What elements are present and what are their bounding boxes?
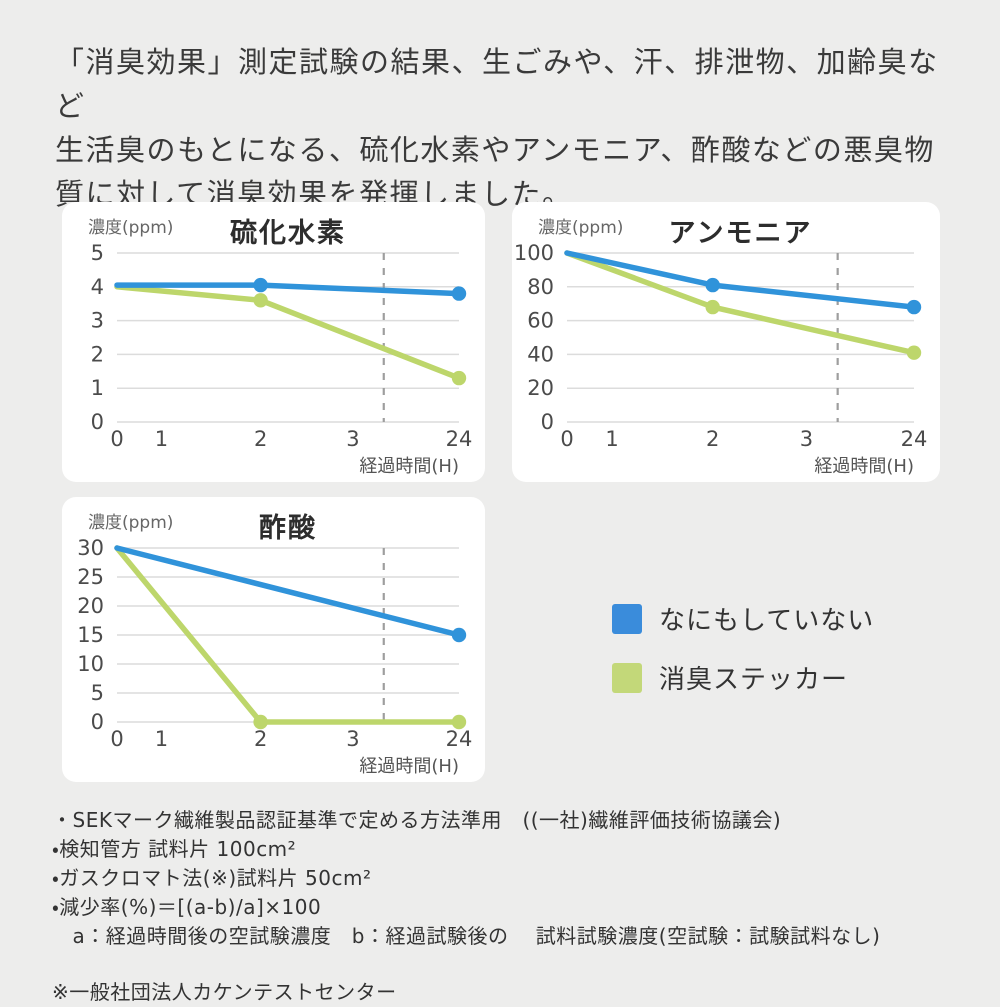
y-tick-label: 0 xyxy=(91,410,104,434)
series-line xyxy=(564,250,917,310)
x-tick-label: 24 xyxy=(446,727,473,751)
chart-title: 酢酸 xyxy=(259,512,317,544)
x-tick-label: 24 xyxy=(901,427,928,451)
data-point-dot xyxy=(253,293,268,308)
data-point-dot xyxy=(906,345,922,360)
legend-label-deodorant-sticker: 消臭ステッカー xyxy=(659,665,849,695)
intro-line: 生活臭のもとになる、硫化水素やアンモニア、酢酸などの悪臭物 xyxy=(55,133,935,167)
legend-swatch-blue-icon xyxy=(612,603,642,634)
legend-item-untreated: なにもしていない xyxy=(612,600,932,637)
y-tick-label: 20 xyxy=(77,594,104,618)
intro-text: 「消臭効果」測定試験の結果、生ごみや、汗、排泄物、加齢臭など 生活臭のもとになる… xyxy=(55,40,960,216)
y-tick-label: 0 xyxy=(91,710,104,734)
series-line xyxy=(114,545,462,638)
chart-hydrogen-sulfide: 濃度(ppm) 硫化水素 0 1 2 3 4 5 0 1 2 3 24 経過時間(H) xyxy=(62,202,485,482)
y-axis-unit-label: 濃度(ppm) xyxy=(88,218,173,238)
x-axis-label: 経過時間(H) xyxy=(359,756,459,777)
y-tick-label: 100 xyxy=(514,241,554,265)
data-point-dot xyxy=(705,277,720,293)
y-tick-label: 20 xyxy=(527,376,554,400)
footnote-line: ・減少率(%)＝[(a-b)/a]×100 xyxy=(52,895,322,919)
data-point-dot xyxy=(451,714,467,730)
x-tick-label: 2 xyxy=(254,727,267,751)
legend-item-deodorant-sticker: 消臭ステッカー xyxy=(612,659,932,696)
x-tick-label: 0 xyxy=(110,427,123,451)
data-point-dot xyxy=(451,627,467,643)
footnote-line: a：経過時間後の空試験濃度 b：経過試験後の 試料試験濃度(空試験：試験試料なし… xyxy=(52,924,881,948)
y-tick-label: 0 xyxy=(541,410,554,434)
chart-card-acetic-acid: 濃度(ppm) 酢酸 0 5 10 15 20 25 30 0 1 2 3 24 経過時間(H) xyxy=(62,497,485,782)
x-tick-label: 2 xyxy=(254,427,267,451)
footnote-line: ・SEKマーク繊維製品認証基準で定める方法準用 ((一社)繊維評価技術協議会) xyxy=(52,808,782,832)
line-chart-svg: 濃度(ppm) アンモニア 0 20 40 60 80 100 0 1 2 3 24 経過時間(H) xyxy=(514,218,928,477)
y-tick-label: 3 xyxy=(91,309,104,333)
chart-card-hydrogen-sulfide: 濃度(ppm) 硫化水素 0 1 2 3 4 5 0 1 2 3 24 経過時間(H) xyxy=(62,202,485,482)
chart-title: アンモニア xyxy=(669,218,813,249)
chart-card-ammonia: 濃度(ppm) アンモニア 0 20 40 60 80 100 0 1 2 3 24 経過時間(H) xyxy=(512,202,940,482)
y-tick-label: 1 xyxy=(91,376,104,400)
legend-swatch-green-icon xyxy=(612,662,642,693)
x-tick-label: 2 xyxy=(706,427,719,451)
data-point-dot xyxy=(253,714,268,730)
footnote-source: ※一般社団法人カケンテストセンター xyxy=(52,980,397,1004)
y-axis-unit-label: 濃度(ppm) xyxy=(538,218,623,238)
y-tick-label: 80 xyxy=(527,275,554,299)
x-tick-label: 24 xyxy=(446,427,473,451)
y-tick-label: 5 xyxy=(91,681,104,705)
x-axis-label: 経過時間(H) xyxy=(359,456,459,477)
y-tick-label: 25 xyxy=(77,565,104,589)
x-tick-label: 1 xyxy=(155,727,168,751)
chart-acetic-acid: 濃度(ppm) 酢酸 0 5 10 15 20 25 30 0 1 2 3 24 経過時間(H) xyxy=(62,497,485,782)
data-point-dot xyxy=(451,370,467,386)
chart-title: 硫化水素 xyxy=(230,218,346,249)
x-tick-label: 3 xyxy=(346,427,359,451)
chart-ammonia: 濃度(ppm) アンモニア 0 20 40 60 80 100 0 1 2 3 24 経過時間(H) xyxy=(512,202,940,482)
x-tick-label: 0 xyxy=(560,427,573,451)
footnote-line: ・ガスクロマト法(※)試料片 50cm² xyxy=(52,866,372,890)
data-point-dot xyxy=(705,299,720,315)
y-tick-label: 15 xyxy=(77,623,104,647)
y-tick-label: 4 xyxy=(91,275,104,299)
y-tick-label: 10 xyxy=(77,652,104,676)
y-tick-label: 60 xyxy=(527,309,554,333)
data-point-dot xyxy=(451,286,467,301)
y-tick-label: 40 xyxy=(527,342,554,366)
line-chart-svg: 濃度(ppm) 硫化水素 0 1 2 3 4 5 0 1 2 3 24 経過時間(H) xyxy=(88,218,473,477)
y-axis-unit-label: 濃度(ppm) xyxy=(88,513,173,533)
x-tick-label: 3 xyxy=(346,727,359,751)
x-axis-label: 経過時間(H) xyxy=(814,456,914,477)
x-tick-label: 1 xyxy=(605,427,618,451)
data-point-dot xyxy=(253,277,268,293)
y-tick-label: 30 xyxy=(77,536,104,560)
intro-line: 「消臭効果」測定試験の結果、生ごみや、汗、排泄物、加齢臭など xyxy=(55,45,939,123)
x-tick-label: 0 xyxy=(110,727,123,751)
data-point-dot xyxy=(906,299,922,315)
x-tick-label: 3 xyxy=(800,427,813,451)
legend-label-untreated: なにもしていない xyxy=(659,606,875,636)
legend: なにもしていない 消臭ステッカー xyxy=(612,600,932,718)
x-tick-label: 1 xyxy=(155,427,168,451)
y-tick-label: 2 xyxy=(91,342,104,366)
y-tick-label: 5 xyxy=(91,241,104,265)
series-line xyxy=(114,284,462,381)
footnote-line: ・検知管方 試料片 100cm² xyxy=(52,837,297,861)
footnotes: ・SEKマーク繊維製品認証基準で定める方法準用 ((一社)繊維評価技術協議会) … xyxy=(52,806,970,1007)
